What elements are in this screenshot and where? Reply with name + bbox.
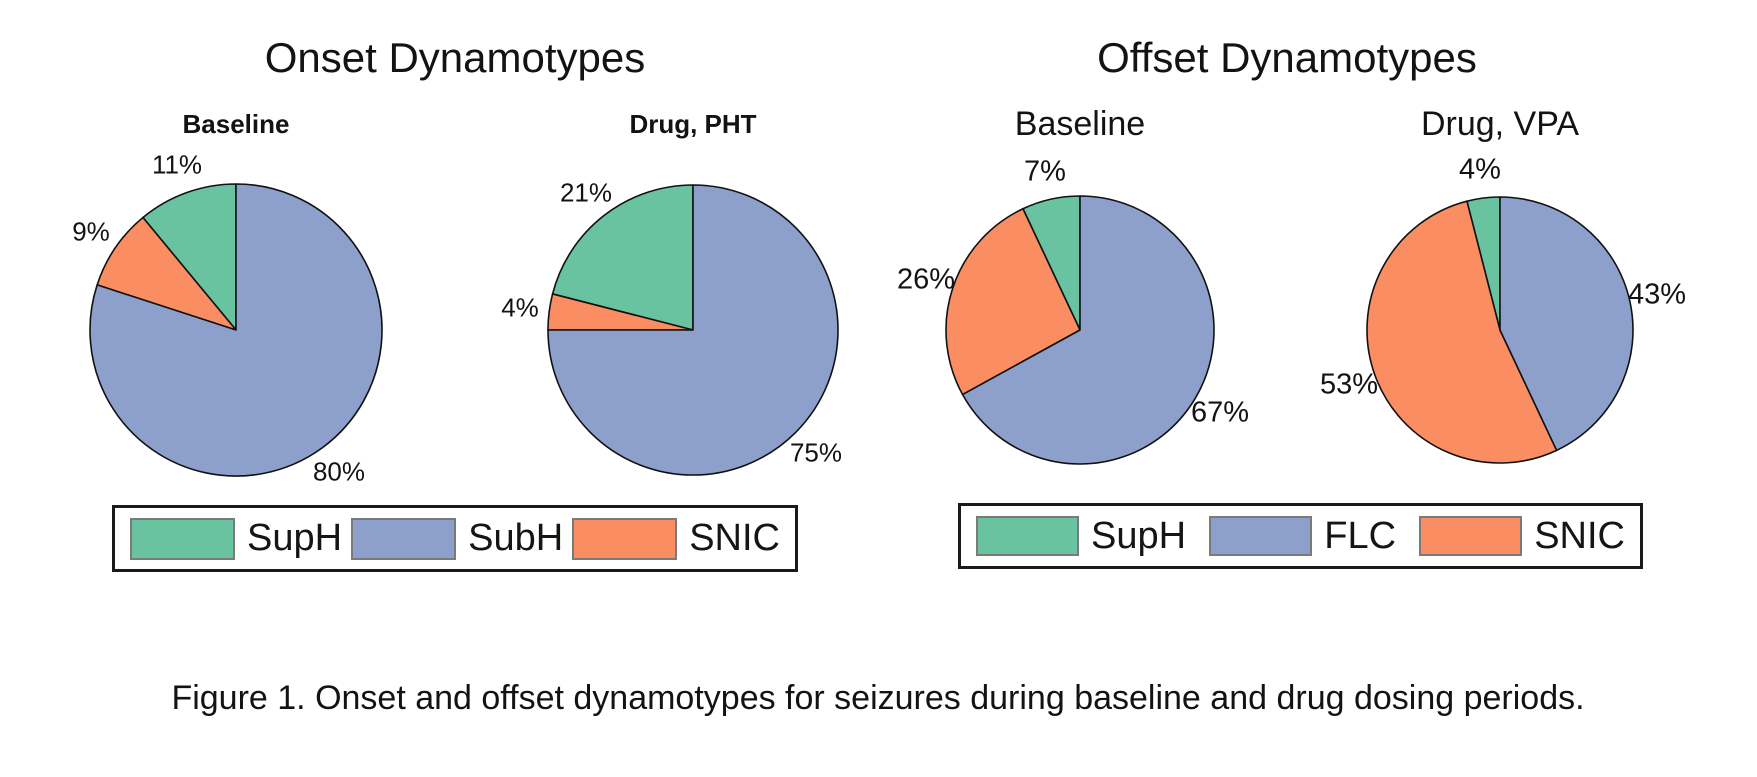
pie-slice-snic [1366, 200, 1558, 464]
pie-chart-svg [89, 183, 383, 477]
flc-color-swatch [1209, 516, 1313, 556]
suph-color-swatch [976, 516, 1079, 556]
pie-slice-subh [89, 183, 383, 477]
pie-title: Baseline [1014, 105, 1146, 143]
slice-value-label: 4% [1459, 153, 1501, 186]
slice-value-label: 43% [1627, 278, 1687, 311]
pie-slice-snic [96, 216, 237, 331]
legend-label: SupH [247, 517, 343, 559]
pie-title: Drug, VPA [1420, 105, 1580, 143]
snic-color-swatch [1419, 516, 1523, 556]
legend-item-suph: SupH [130, 517, 342, 560]
legend-item-suph: SupH [976, 515, 1186, 558]
legend-label: SNIC [689, 517, 780, 559]
slice-value-label: 80% [312, 456, 366, 487]
onset-section-title: Onset Dynamotypes [264, 34, 646, 81]
pie-slice-flc [1499, 196, 1634, 452]
legend-label: FLC [1324, 514, 1397, 557]
pie-slice-suph [551, 184, 694, 331]
legend-onset: SupH SubH SNIC [112, 505, 798, 572]
pie-slice-subh [547, 184, 839, 476]
subh-color-swatch [351, 517, 457, 560]
slice-value-label: 21% [559, 177, 613, 208]
legend-item-snic: SNIC [1419, 515, 1625, 558]
slice-value-label: 53% [1319, 368, 1379, 401]
legend-label: SNIC [1534, 514, 1625, 557]
pie-title: Baseline [182, 109, 290, 139]
legend-item-subh: SubH [351, 517, 563, 560]
legend-offset: SupH FLC SNIC [958, 503, 1643, 569]
snic-color-swatch [572, 517, 678, 560]
pie-slice-suph [142, 183, 237, 331]
slice-value-label: 9% [72, 216, 110, 247]
figure-caption: Figure 1. Onset and offset dynamotypes f… [171, 679, 1585, 717]
pie-slice-flc [961, 195, 1215, 465]
slice-value-label: 75% [789, 437, 843, 468]
pie-chart-svg [945, 195, 1215, 465]
slice-value-label: 11% [151, 149, 203, 180]
pie-chart-svg [547, 184, 839, 476]
legend-label: SupH [1091, 514, 1187, 557]
slice-value-label: 7% [1024, 155, 1066, 188]
slice-value-label: 4% [501, 292, 539, 323]
legend-item-flc: FLC [1209, 515, 1396, 558]
suph-color-swatch [130, 517, 235, 560]
slice-value-label: 26% [896, 263, 956, 296]
legend-item-snic: SNIC [572, 517, 780, 560]
legend-label: SubH [468, 517, 564, 559]
slice-value-label: 67% [1190, 396, 1250, 429]
pie-title: Drug, PHT [629, 109, 757, 139]
pie-chart-svg [1366, 196, 1634, 464]
offset-section-title: Offset Dynamotypes [1097, 34, 1477, 81]
